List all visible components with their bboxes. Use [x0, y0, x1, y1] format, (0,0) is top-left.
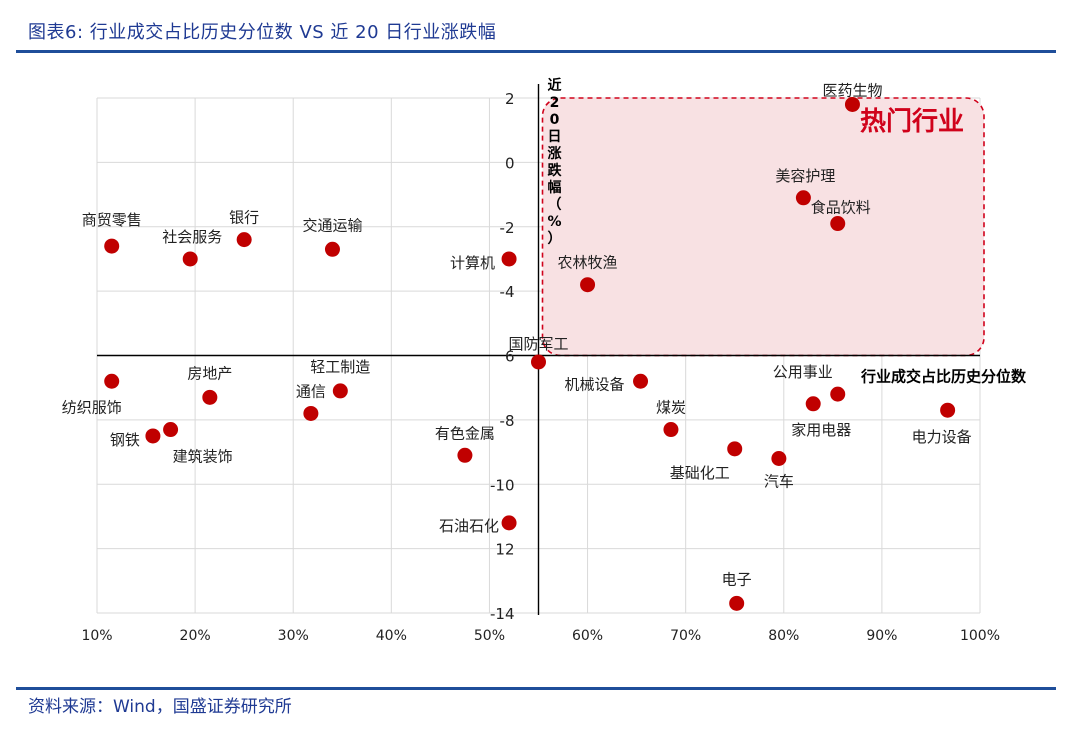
y-axis-title: 近 2 0 日涨跌幅（%） [547, 77, 562, 247]
point-label: 通信 [296, 382, 326, 400]
x-tick-label: 70% [670, 628, 701, 644]
point-label: 汽车 [764, 473, 794, 491]
point-label: 房地产 [187, 364, 232, 382]
data-point [727, 441, 743, 457]
point-label: 有色金属 [435, 424, 495, 442]
x-axis-title: 行业成交占比历史分位数 [860, 368, 1027, 386]
data-point [457, 447, 473, 463]
data-point [531, 354, 546, 370]
data-point [729, 595, 745, 611]
point-label: 计算机 [450, 254, 495, 272]
hot-region-label: 热门行业 [860, 106, 964, 137]
y-tick-label: -2 [500, 219, 515, 237]
point-label: 基础化工 [670, 464, 730, 482]
data-points [104, 96, 956, 611]
chart-title: 图表6: 行业成交占比历史分位数 VS 近 20 日行业涨跌幅 [28, 22, 497, 43]
point-label: 社会服务 [162, 228, 222, 246]
point-label: 电力设备 [912, 428, 972, 446]
y-tick-label: -8 [500, 412, 515, 430]
point-label: 公用事业 [773, 363, 833, 381]
data-point [501, 515, 517, 531]
point-label: 轻工制造 [310, 358, 370, 376]
y-tick-label: -10 [490, 476, 515, 494]
point-label: 商贸零售 [82, 211, 142, 229]
data-point [303, 405, 319, 421]
y-tick-label: -4 [500, 283, 515, 301]
x-tick-label: 90% [866, 628, 897, 644]
source-note: 资料来源：Wind，国盛证券研究所 [28, 697, 292, 717]
data-point [805, 396, 821, 412]
y-tick-label: 6 [505, 348, 515, 366]
point-label: 交通运输 [302, 216, 362, 234]
data-point [202, 389, 218, 405]
data-point [104, 373, 120, 389]
data-point [830, 216, 846, 232]
data-point [182, 251, 198, 267]
x-tick-label: 50% [474, 628, 505, 644]
y-tick-label: 12 [495, 541, 514, 559]
x-tick-label: 100% [960, 628, 1000, 644]
x-tick-label: 20% [180, 628, 211, 644]
data-point [104, 238, 120, 254]
data-point [145, 428, 161, 444]
data-point [324, 241, 340, 257]
x-tick-label: 40% [376, 628, 407, 644]
point-label: 银行 [229, 209, 259, 227]
x-tick-label: 10% [81, 628, 112, 644]
x-tick-label: 60% [572, 628, 603, 644]
point-label: 煤炭 [656, 399, 686, 417]
header-rule [16, 50, 1056, 53]
data-point [501, 251, 517, 267]
data-point [844, 96, 860, 112]
tick-labels: 10% 20% 30% 40% 50% 60% 70% 80% 90% 100% 2 0 -2 -4 6 -8… [81, 77, 1027, 644]
data-point [663, 422, 679, 438]
hot-region: 热门行业 [541, 97, 985, 357]
point-label: 建筑装饰 [173, 448, 233, 466]
data-point [580, 277, 596, 293]
data-point [633, 373, 649, 389]
data-point [236, 232, 252, 248]
x-tick-label: 80% [768, 628, 799, 644]
data-point [795, 190, 811, 206]
point-label: 石油石化 [439, 517, 499, 535]
point-label: 国防军工 [508, 335, 568, 353]
y-tick-label: -14 [490, 605, 515, 623]
point-label: 农林牧渔 [558, 254, 618, 272]
point-label: 钢铁 [110, 431, 140, 449]
point-label: 食品饮料 [811, 199, 871, 217]
y-tick-label: 0 [505, 154, 515, 172]
data-point [332, 383, 348, 399]
point-label: 美容护理 [775, 167, 835, 185]
data-point [771, 451, 787, 466]
point-label: 医药生物 [822, 81, 882, 99]
x-tick-label: 30% [278, 628, 309, 644]
point-label: 机械设备 [565, 375, 625, 393]
y-tick-label: 2 [505, 90, 515, 108]
data-point [163, 422, 179, 438]
point-label: 家用电器 [791, 421, 851, 439]
data-point [940, 402, 956, 418]
point-label: 纺织服饰 [62, 398, 122, 416]
data-point [830, 386, 846, 402]
footer-rule [16, 687, 1056, 690]
point-label: 电子 [722, 570, 752, 588]
